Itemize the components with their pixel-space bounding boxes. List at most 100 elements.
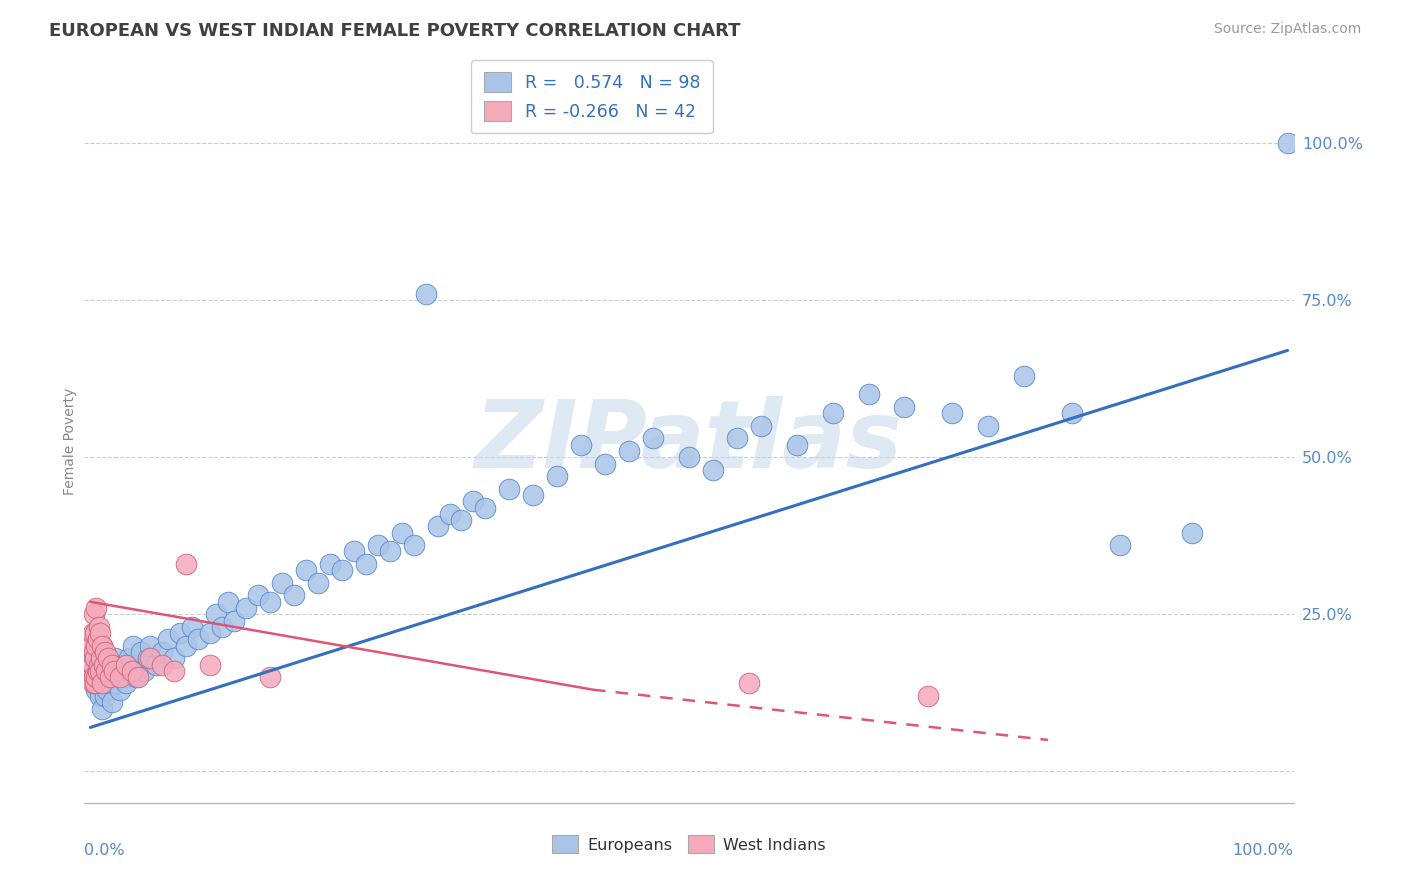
Point	[1109, 538, 1132, 552]
Point	[125, 670, 148, 684]
Text: Source: ZipAtlas.com: Source: ZipAtlas.com	[1213, 22, 1361, 37]
Point	[82, 626, 104, 640]
Point	[80, 639, 103, 653]
Point	[702, 463, 724, 477]
Point	[463, 494, 485, 508]
Text: EUROPEAN VS WEST INDIAN FEMALE POVERTY CORRELATION CHART: EUROPEAN VS WEST INDIAN FEMALE POVERTY C…	[49, 22, 741, 40]
Point	[941, 406, 963, 420]
Point	[163, 664, 186, 678]
Point	[678, 450, 700, 465]
Point	[120, 664, 142, 678]
Point	[90, 651, 112, 665]
Point	[1060, 406, 1083, 420]
Point	[86, 657, 108, 672]
Point	[198, 626, 221, 640]
Point	[174, 557, 197, 571]
Point	[105, 676, 128, 690]
Point	[893, 400, 915, 414]
Point	[101, 657, 124, 672]
Point	[330, 563, 353, 577]
Point	[112, 670, 135, 684]
Point	[821, 406, 844, 420]
Point	[295, 563, 318, 577]
Point	[593, 457, 616, 471]
Point	[169, 626, 191, 640]
Point	[402, 538, 425, 552]
Text: 0.0%: 0.0%	[84, 843, 125, 857]
Point	[94, 664, 117, 678]
Point	[98, 676, 121, 690]
Point	[84, 651, 107, 665]
Point	[87, 620, 110, 634]
Point	[84, 626, 107, 640]
Point	[134, 664, 156, 678]
Point	[115, 676, 138, 690]
Point	[87, 657, 110, 672]
Point	[378, 544, 401, 558]
Point	[858, 387, 880, 401]
Point	[86, 676, 108, 690]
Point	[82, 657, 104, 672]
Point	[157, 632, 180, 647]
Point	[84, 639, 107, 653]
Point	[110, 670, 132, 684]
Point	[121, 664, 143, 678]
Point	[187, 632, 209, 647]
Point	[498, 482, 520, 496]
Point	[150, 657, 173, 672]
Point	[641, 431, 664, 445]
Point	[474, 500, 496, 515]
Point	[354, 557, 377, 571]
Legend: Europeans, West Indians: Europeans, West Indians	[546, 829, 832, 860]
Point	[136, 651, 159, 665]
Point	[246, 589, 269, 603]
Point	[319, 557, 342, 571]
Point	[84, 664, 107, 678]
Point	[91, 701, 114, 715]
Point	[86, 670, 108, 684]
Point	[127, 670, 149, 684]
Point	[259, 595, 281, 609]
Point	[738, 676, 761, 690]
Point	[1181, 525, 1204, 540]
Point	[786, 438, 808, 452]
Point	[91, 676, 114, 690]
Point	[283, 589, 305, 603]
Point	[259, 670, 281, 684]
Point	[86, 601, 108, 615]
Point	[617, 444, 640, 458]
Point	[127, 657, 149, 672]
Point	[139, 639, 162, 653]
Point	[122, 639, 145, 653]
Point	[150, 645, 173, 659]
Point	[96, 682, 118, 697]
Text: 100.0%: 100.0%	[1233, 843, 1294, 857]
Point	[1277, 136, 1299, 150]
Point	[103, 664, 125, 678]
Point	[426, 519, 449, 533]
Point	[108, 664, 131, 678]
Point	[118, 651, 141, 665]
Point	[235, 601, 257, 615]
Point	[93, 651, 115, 665]
Point	[87, 664, 110, 678]
Point	[415, 286, 437, 301]
Point	[82, 670, 104, 684]
Point	[90, 670, 112, 684]
Point	[522, 488, 544, 502]
Y-axis label: Female Poverty: Female Poverty	[63, 388, 77, 495]
Point	[93, 689, 115, 703]
Point	[222, 614, 245, 628]
Point	[129, 645, 152, 659]
Point	[97, 657, 120, 672]
Point	[111, 657, 134, 672]
Point	[181, 620, 204, 634]
Point	[91, 639, 114, 653]
Point	[100, 664, 122, 678]
Point	[103, 670, 125, 684]
Point	[977, 418, 1000, 433]
Point	[198, 657, 221, 672]
Point	[450, 513, 472, 527]
Point	[83, 607, 105, 622]
Point	[104, 651, 127, 665]
